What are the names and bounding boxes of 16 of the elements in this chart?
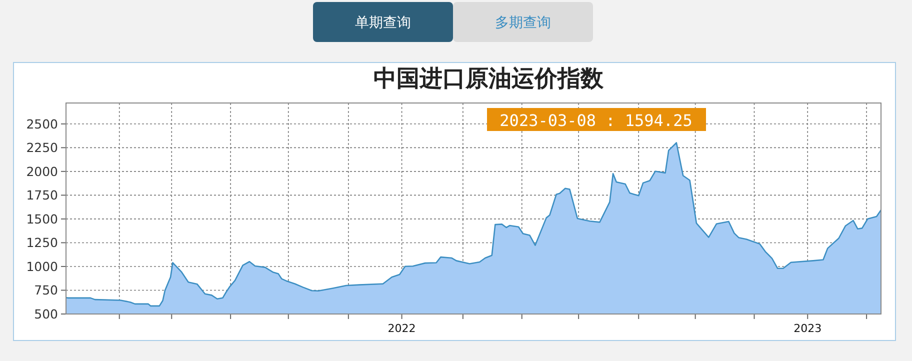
y-tick-label: 1000 [26,258,58,274]
button: 单期查询 [313,2,453,42]
y-tick-label: 750 [34,282,58,298]
y-tick-label: 2500 [26,116,58,132]
y-tick-label: 1750 [26,188,58,203]
y-tick-label: 2000 [26,164,58,179]
y-tick-label: 1500 [26,211,58,226]
y-tick-label: 500 [34,306,58,322]
tooltip: 2023-03-08 : 1594.25 [487,108,706,131]
x-tick-label: 2022 [388,322,416,335]
annotation: 2023-03-08 : 1594.25 [500,111,692,130]
button: 多期查询 [453,2,593,42]
x-tick-label: 2023 [794,322,822,335]
y-tick-label: 1250 [26,235,58,250]
y-tick-label: 2250 [26,140,58,156]
chart-title: 中国进口原油运价指数 [374,65,604,92]
